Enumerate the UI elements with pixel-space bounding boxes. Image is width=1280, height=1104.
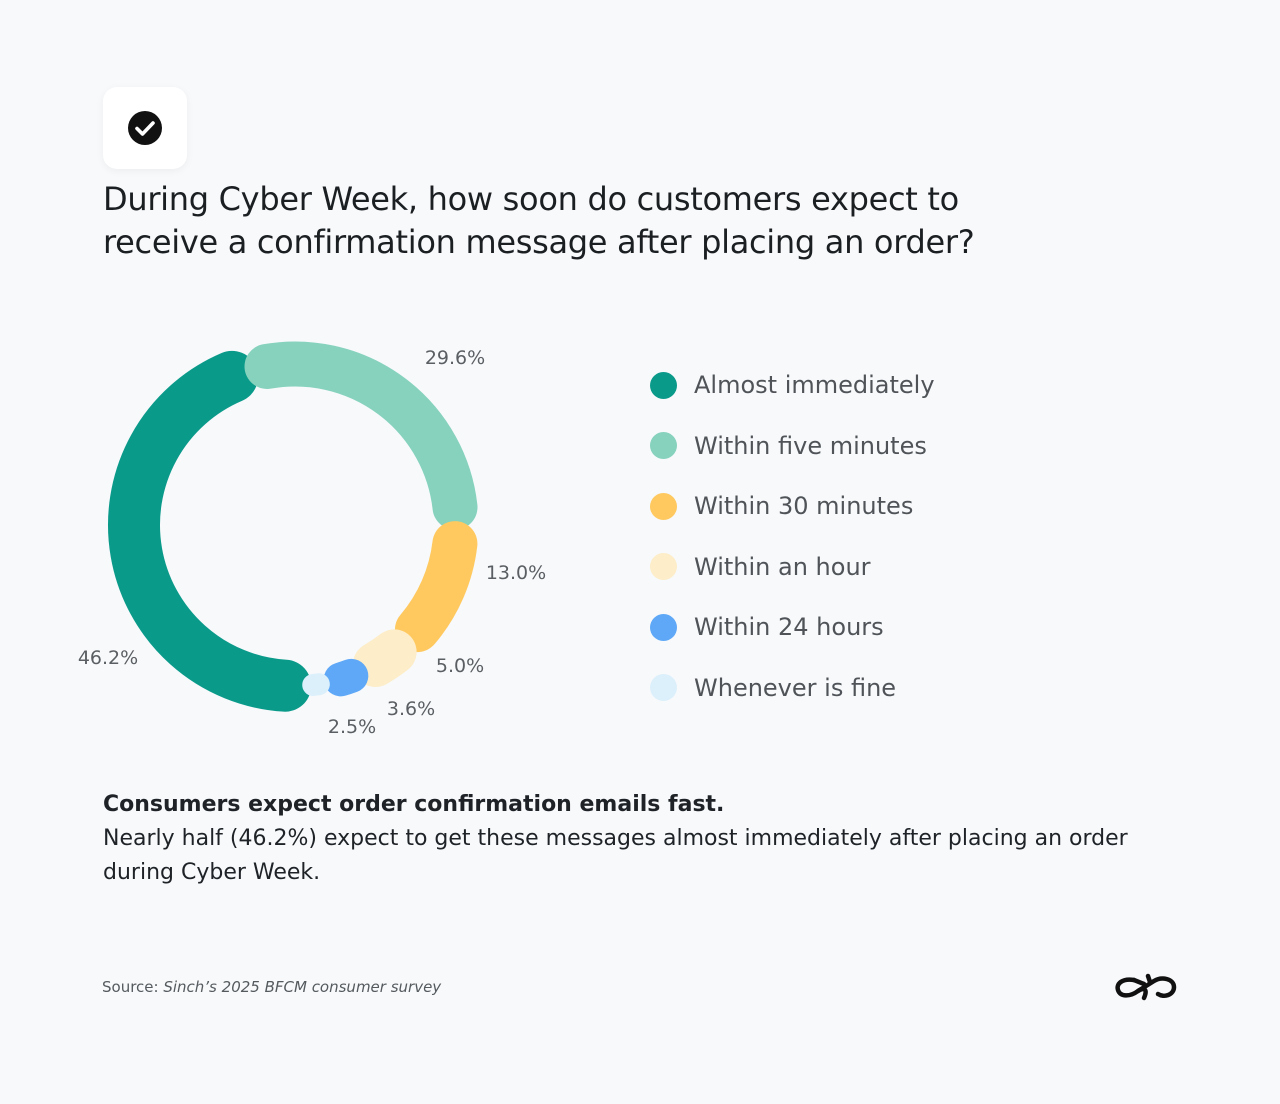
legend-swatch	[650, 492, 677, 520]
check-icon-card	[103, 87, 187, 169]
legend-item: Whenever is fine	[650, 658, 935, 719]
donut-segment-3	[394, 521, 478, 653]
legend-swatch	[650, 371, 677, 399]
legend-label: Within an hour	[694, 552, 871, 581]
legend-item: Within 24 hours	[650, 597, 935, 658]
legend-label: Within five minutes	[694, 431, 927, 460]
data-label: 13.0%	[486, 562, 546, 584]
page-title: During Cyber Week, how soon do customers…	[103, 180, 975, 261]
summary-body: Nearly half (46.2%) expect to get these …	[103, 826, 1128, 885]
donut-chart: 46.2% 29.6% 13.0% 5.0%3.6% 2.5%	[78, 341, 546, 738]
legend-item: Within 30 minutes	[650, 476, 935, 537]
legend-swatch	[650, 674, 677, 702]
legend-swatch	[650, 432, 677, 460]
summary: Consumers expect order confirmation emai…	[103, 788, 1163, 890]
data-label: 3.6%	[387, 698, 435, 720]
legend-item: Within an hour	[650, 537, 935, 598]
donut-segment-1	[108, 350, 312, 712]
data-label: 5.0%	[436, 655, 484, 677]
legend-item: Within five minutes	[650, 416, 935, 477]
donut-segment-4	[352, 629, 417, 687]
legend-item: Almost immediately	[650, 355, 935, 416]
source-prefix: Source:	[102, 978, 164, 996]
chart-legend: Almost immediately Within five minutes Wit…	[650, 355, 935, 718]
sinch-logo	[1115, 973, 1177, 1001]
legend-label: Whenever is fine	[694, 673, 897, 702]
data-label: 29.6%	[425, 347, 485, 369]
check-circle-icon	[128, 111, 162, 145]
legend-swatch	[650, 613, 677, 641]
donut-segment-5	[323, 658, 369, 697]
donut-segment-2	[244, 341, 478, 530]
donut-segment-6	[302, 673, 330, 696]
legend-swatch	[650, 553, 677, 581]
data-label: 2.5%	[328, 716, 376, 738]
summary-heading: Consumers expect order confirmation emai…	[103, 792, 725, 817]
legend-label: Almost immediately	[694, 371, 935, 400]
source-text: Sinch’s 2025 BFCM consumer survey	[163, 978, 442, 996]
data-label: 46.2%	[78, 647, 138, 669]
legend-label: Within 24 hours	[694, 613, 884, 642]
source-note: Source: Sinch’s 2025 BFCM consumer surve…	[102, 978, 441, 996]
legend-label: Within 30 minutes	[694, 492, 914, 521]
